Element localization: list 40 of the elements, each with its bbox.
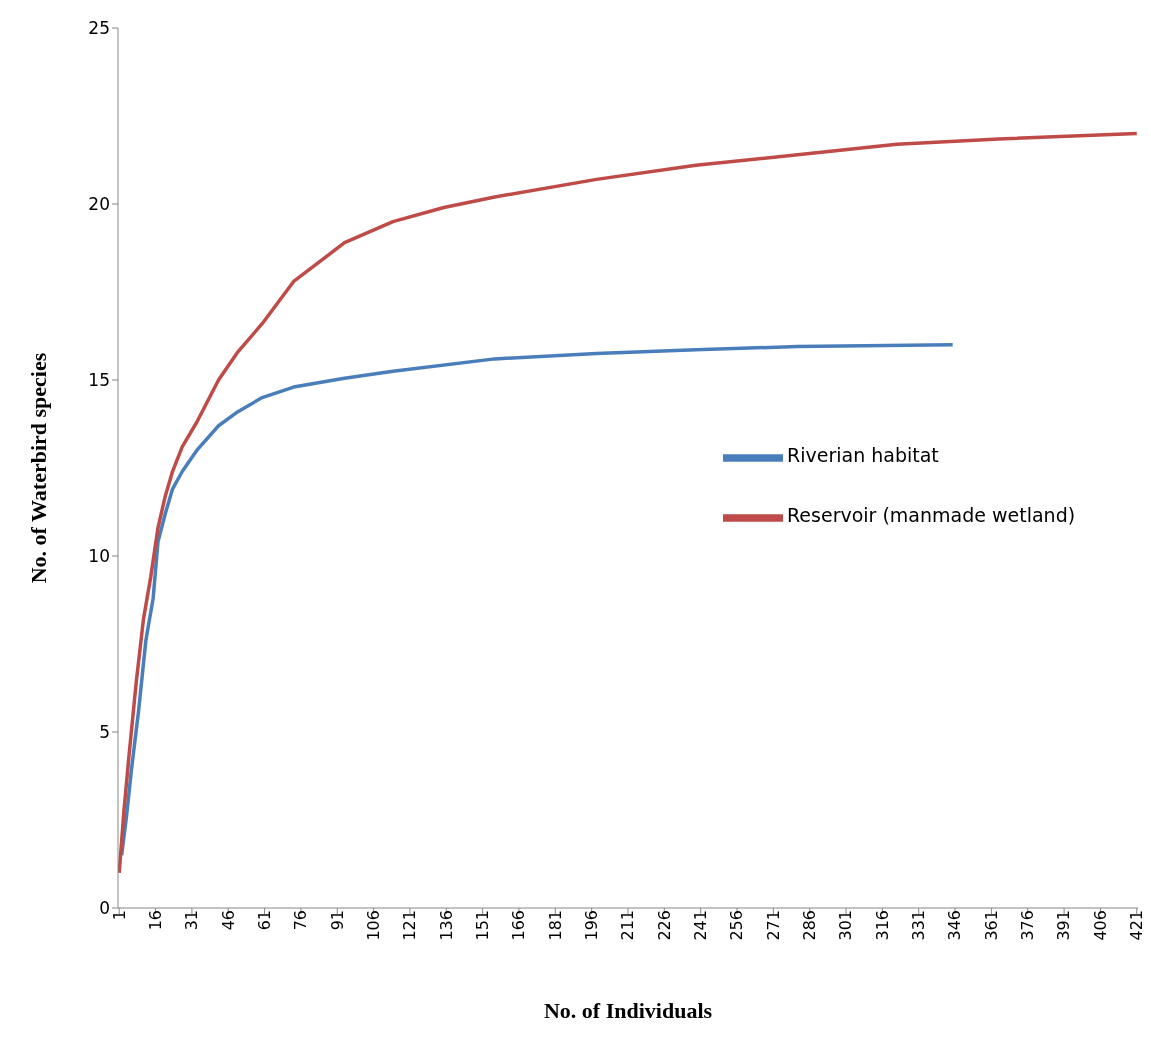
y-tick-label: 10	[88, 546, 110, 567]
x-tick-label: 166	[509, 910, 529, 941]
x-tick-label: 76	[291, 910, 311, 931]
legend-label: Reservoir (manmade wetland)	[787, 503, 1076, 526]
x-tick-label: 391	[1054, 910, 1074, 941]
x-tick-label: 181	[545, 910, 565, 941]
x-axis-title: No. of Individuals	[543, 998, 713, 1023]
x-tick-label: 151	[472, 910, 492, 941]
x-tick-label: 1	[109, 910, 129, 921]
x-tick-label: 226	[654, 910, 674, 941]
x-tick-label: 136	[436, 910, 456, 941]
x-tick-label: 331	[909, 910, 929, 941]
y-tick-label: 20	[88, 194, 110, 215]
x-tick-label: 121	[400, 910, 420, 941]
x-tick-label: 91	[327, 910, 347, 931]
x-tick-label: 286	[800, 910, 820, 941]
x-tick-label: 361	[981, 910, 1001, 941]
x-tick-label: 46	[218, 910, 238, 931]
y-tick-label: 15	[88, 370, 110, 391]
x-tick-label: 346	[945, 910, 965, 941]
x-tick-label: 301	[836, 910, 856, 941]
x-tick-label: 16	[145, 910, 165, 931]
x-tick-label: 196	[582, 910, 602, 941]
x-tick-label: 406	[1090, 910, 1110, 941]
line-series	[118, 131, 1138, 875]
x-tick-label: 421	[1127, 910, 1147, 941]
y-tick-label: 25	[88, 18, 110, 39]
y-tick-label: 5	[99, 722, 110, 743]
x-tick-label: 256	[727, 910, 747, 941]
legend-label: Riverian habitat	[787, 443, 939, 466]
x-tick-label: 106	[363, 910, 383, 941]
x-tick-label: 241	[691, 910, 711, 941]
x-tick-label: 31	[182, 910, 202, 931]
y-tick-label: 0	[99, 898, 110, 919]
y-axis-title: No. of Waterbird species	[25, 352, 51, 584]
x-tick-label: 316	[872, 910, 892, 941]
x-tick-label: 271	[763, 910, 783, 941]
x-tick-label: 211	[618, 910, 638, 941]
x-tick-label: 376	[1018, 910, 1038, 941]
x-tick-label: 61	[254, 910, 274, 931]
